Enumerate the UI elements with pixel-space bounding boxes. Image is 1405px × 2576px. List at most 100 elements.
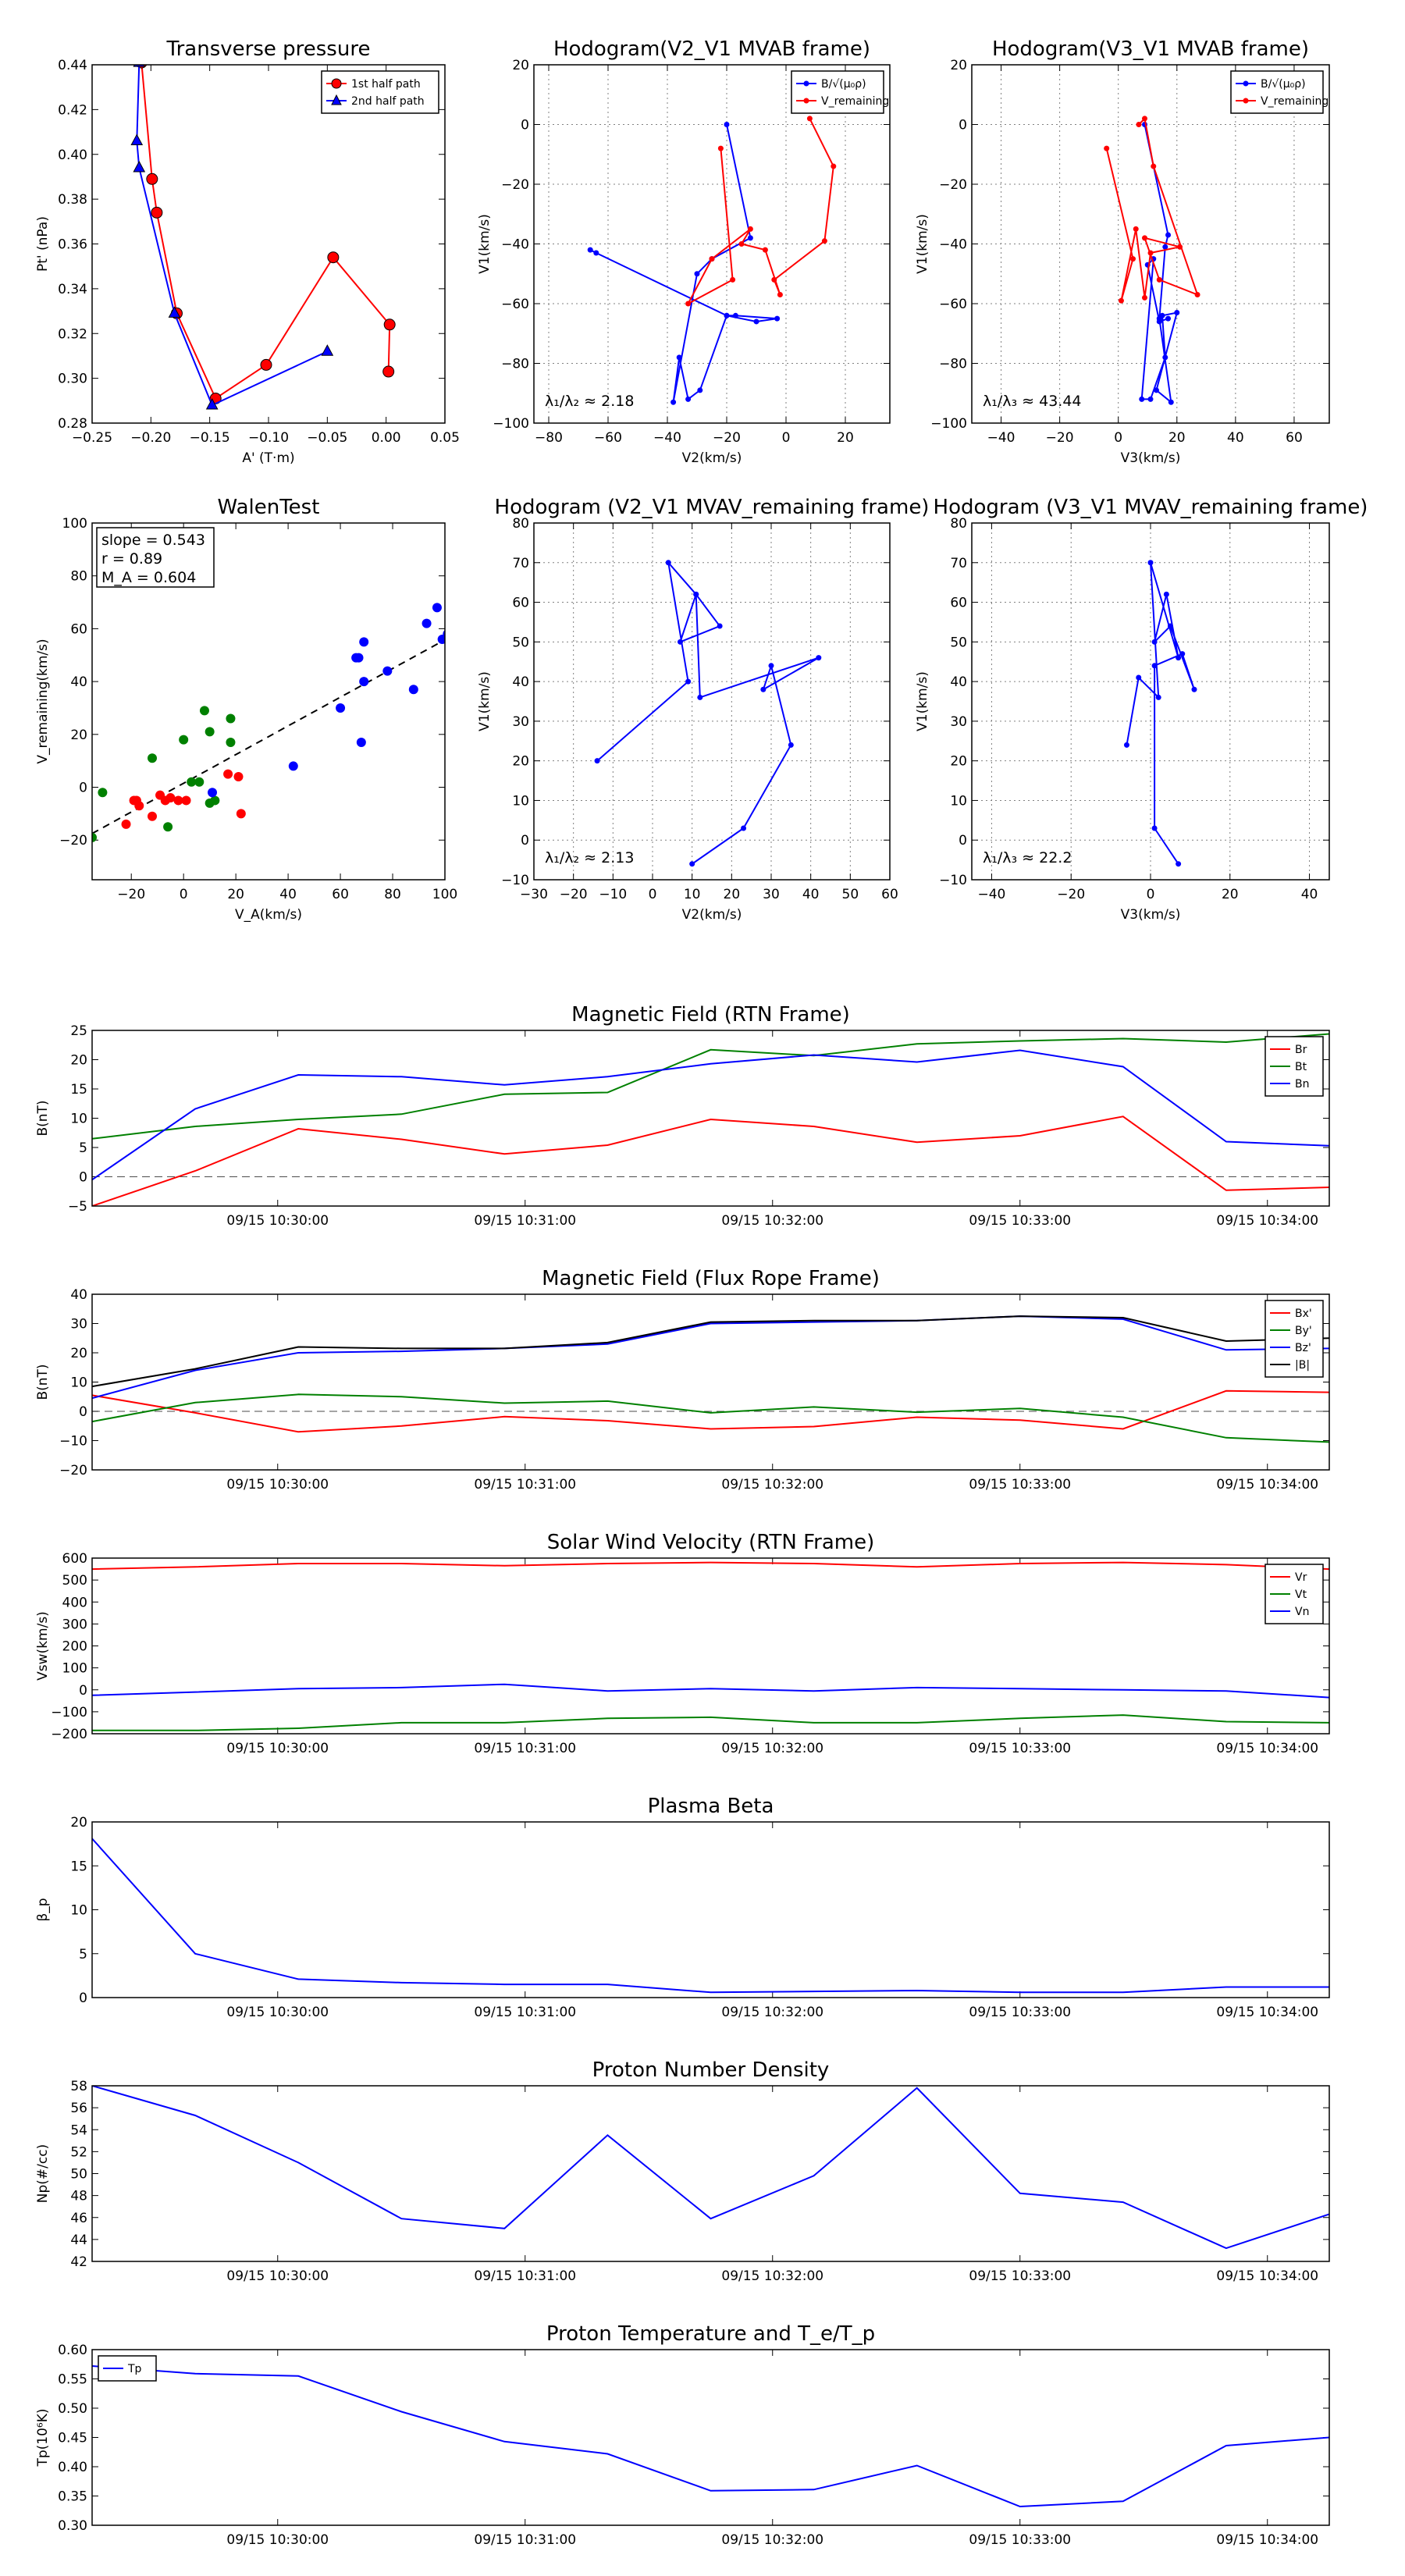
x-tick-label: −20 bbox=[117, 887, 145, 902]
data-point bbox=[92, 832, 97, 842]
y-tick-label: −60 bbox=[939, 297, 967, 312]
y-tick-label: 5 bbox=[79, 1947, 87, 1962]
y-axis-label: Np(#/cc) bbox=[35, 2144, 51, 2203]
legend-label: Br bbox=[1295, 1044, 1307, 1056]
chart-title: Proton Temperature and T_e/T_p bbox=[546, 2322, 875, 2346]
eigenvalue-ratio: λ₁/λ₃ ≈ 43.44 bbox=[983, 393, 1082, 410]
data-point bbox=[816, 655, 822, 661]
y-tick-label: 0.36 bbox=[58, 237, 87, 253]
x-tick-label: 09/15 10:31:00 bbox=[474, 1741, 576, 1756]
magnetic-field-rtn-chart: 09/15 10:30:00 09/15 10:31:00 09/15 10:32:… bbox=[35, 1003, 1330, 1229]
x-tick-label: 09/15 10:31:00 bbox=[474, 1213, 576, 1229]
y-tick-label: 50 bbox=[512, 635, 529, 650]
y-axis-label: Pt' (nPa) bbox=[35, 216, 51, 272]
y-tick-label: 0.44 bbox=[58, 58, 87, 73]
y-tick-label: 40 bbox=[512, 674, 529, 690]
data-point bbox=[593, 250, 599, 256]
data-point bbox=[1177, 244, 1183, 250]
y-tick-label: 0.30 bbox=[58, 372, 87, 387]
x-tick-label: −20 bbox=[560, 887, 588, 902]
y-tick-label: 60 bbox=[70, 621, 87, 637]
data-point bbox=[760, 686, 767, 692]
series-v-remaining bbox=[1123, 560, 1197, 867]
y-tick-label: 0.42 bbox=[58, 102, 87, 118]
eigenvalue-ratio: λ₁/λ₂ ≈ 2.13 bbox=[545, 849, 634, 866]
y-tick-label: 60 bbox=[512, 596, 529, 611]
data-point bbox=[1154, 387, 1160, 393]
x-tick-label: −10 bbox=[599, 887, 627, 902]
x-tick-label: −40 bbox=[987, 430, 1016, 446]
data-point bbox=[383, 318, 396, 331]
data-point bbox=[1147, 396, 1154, 402]
data-point bbox=[806, 116, 813, 122]
data-point bbox=[1155, 694, 1161, 700]
chart-title: Hodogram (V2_V1 MVAV_remaining frame) bbox=[495, 496, 930, 519]
data-point bbox=[1147, 560, 1154, 566]
series-green bbox=[92, 706, 236, 842]
x-tick-label: 09/15 10:30:00 bbox=[226, 1213, 329, 1229]
hodogram-v2v1-mvab-chart: −80 −60 −40 −20 0 20 −100 −80 −60 −40 −20 0 20 Hodogr… bbox=[477, 37, 891, 466]
series-line bbox=[92, 1683, 1329, 1699]
y-tick-label: 0 bbox=[79, 1683, 87, 1699]
data-point bbox=[194, 777, 205, 787]
y-tick-label: 10 bbox=[70, 1375, 87, 1391]
legend: Tp bbox=[98, 2355, 157, 2382]
data-point bbox=[685, 678, 692, 685]
data-point bbox=[321, 344, 334, 356]
legend-label: 2nd half path bbox=[351, 95, 425, 108]
y-tick-label: 20 bbox=[950, 754, 967, 770]
data-point bbox=[1162, 244, 1168, 250]
x-tick-label: 20 bbox=[227, 887, 244, 902]
axes-frame bbox=[91, 2085, 1330, 2262]
data-point bbox=[685, 396, 692, 402]
data-point bbox=[774, 315, 781, 322]
data-point bbox=[821, 238, 827, 244]
legend-marker bbox=[331, 78, 342, 89]
legend-label: Bz' bbox=[1295, 1342, 1311, 1354]
y-tick-label: 25 bbox=[70, 1023, 87, 1039]
series-line bbox=[92, 1838, 1329, 1994]
y-tick-label: 20 bbox=[70, 1053, 87, 1069]
chart-title: Hodogram (V3_V1 MVAV_remaining frame) bbox=[934, 496, 1368, 519]
series-v-remaining bbox=[1104, 116, 1200, 304]
y-tick-label: 20 bbox=[70, 1815, 87, 1831]
data-point bbox=[187, 777, 197, 787]
y-tick-label: 80 bbox=[70, 569, 87, 585]
stats-line: slope = 0.543 bbox=[101, 532, 205, 549]
series-by- bbox=[92, 1393, 1329, 1443]
y-tick-label: −60 bbox=[501, 297, 529, 312]
data-point bbox=[717, 623, 723, 629]
data-point bbox=[148, 753, 158, 763]
x-tick-label: 20 bbox=[837, 430, 854, 446]
y-tick-label: 40 bbox=[70, 674, 87, 690]
data-point bbox=[1159, 312, 1165, 318]
data-point bbox=[732, 312, 738, 318]
data-point bbox=[1136, 122, 1142, 127]
data-point bbox=[788, 742, 794, 748]
x-tick-label: 09/15 10:33:00 bbox=[969, 2532, 1071, 2548]
series-tp bbox=[92, 2365, 1329, 2508]
eigenvalue-ratio: λ₁/λ₃ ≈ 22.2 bbox=[983, 849, 1072, 866]
data-point bbox=[831, 163, 837, 169]
x-tick-label: −40 bbox=[977, 887, 1005, 902]
y-tick-label: 20 bbox=[512, 58, 529, 73]
x-axis-label: V2(km/s) bbox=[682, 450, 742, 466]
x-tick-label: 09/15 10:30:00 bbox=[226, 2532, 329, 2548]
series-line bbox=[589, 124, 777, 403]
data-point bbox=[205, 397, 219, 410]
series-line bbox=[92, 1115, 1329, 1206]
data-point bbox=[121, 819, 131, 829]
legend: Vr Vt Vn bbox=[1264, 1564, 1324, 1624]
data-point bbox=[1163, 591, 1169, 597]
series-bn bbox=[92, 1049, 1329, 1181]
hodogram-v3v1-mvab-chart: −40 −20 0 20 40 60 −100 −80 −60 −40 −20 0 20 Hodogram… bbox=[915, 37, 1330, 466]
data-point bbox=[382, 365, 395, 378]
data-point bbox=[163, 822, 173, 832]
y-tick-label: 300 bbox=[62, 1617, 87, 1632]
x-tick-label: 09/15 10:32:00 bbox=[721, 1477, 823, 1493]
axes-frame bbox=[91, 1557, 1330, 1735]
x-tick-label: 09/15 10:33:00 bbox=[969, 1741, 1071, 1756]
y-tick-label: −100 bbox=[51, 1705, 87, 1720]
y-tick-label: 600 bbox=[62, 1551, 87, 1567]
